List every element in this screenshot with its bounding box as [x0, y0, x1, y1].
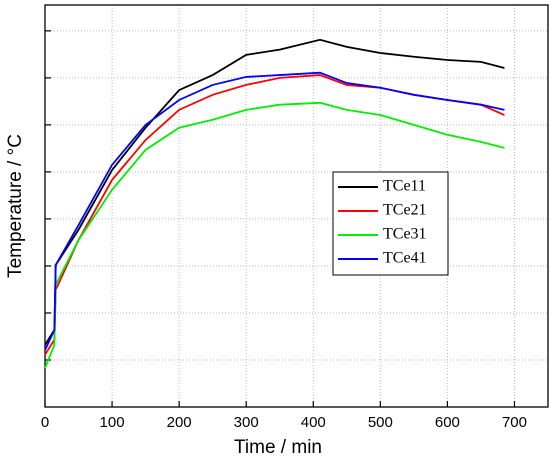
legend-label: TCe31	[383, 226, 427, 243]
legend-label: TCe41	[383, 250, 427, 267]
x-tick-label: 700	[502, 414, 527, 431]
line-series	[44, 71, 505, 351]
x-axis-label: Time / min	[234, 437, 322, 458]
legend-label: TCe21	[383, 202, 427, 219]
x-tick-label: 400	[301, 414, 326, 431]
x-tick-label: 100	[100, 414, 125, 431]
x-tick-label: 300	[234, 414, 259, 431]
legend: TCe11 TCe21 TCe31 TCe41	[332, 171, 449, 276]
legend-box	[332, 171, 449, 276]
x-tick-label: 200	[167, 414, 192, 431]
x-tick-label: 500	[368, 414, 393, 431]
x-tick-label: 0	[41, 414, 49, 431]
line-series	[44, 101, 505, 369]
y-axis-label: Temperature / °C	[5, 134, 26, 278]
x-tick-label: 600	[435, 414, 460, 431]
plot-frame	[44, 4, 549, 408]
legend-label: TCe11	[383, 178, 426, 195]
line-series	[44, 38, 505, 346]
